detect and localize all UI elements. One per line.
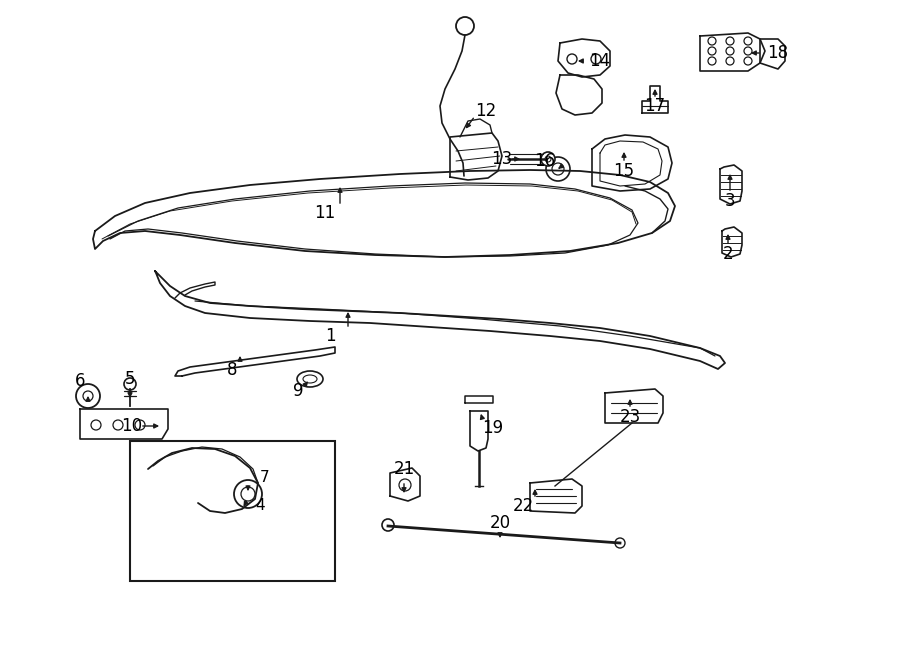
Text: 15: 15 [614, 162, 634, 180]
Text: 11: 11 [314, 204, 336, 222]
Text: 4: 4 [256, 498, 265, 512]
Text: 21: 21 [393, 460, 415, 478]
Text: 6: 6 [75, 372, 86, 390]
Circle shape [541, 152, 555, 166]
Text: 23: 23 [619, 408, 641, 426]
Text: 22: 22 [512, 497, 534, 515]
Text: 1: 1 [325, 327, 336, 345]
Text: 5: 5 [125, 370, 135, 388]
Text: 12: 12 [475, 102, 497, 120]
Text: 9: 9 [292, 382, 303, 400]
Text: 13: 13 [491, 150, 513, 168]
Text: 2: 2 [723, 245, 734, 263]
Text: 20: 20 [490, 514, 510, 532]
Text: 3: 3 [724, 192, 735, 210]
Text: 18: 18 [768, 44, 788, 62]
Text: 17: 17 [644, 97, 666, 115]
Circle shape [124, 378, 136, 390]
Text: 14: 14 [590, 52, 610, 70]
Text: 7: 7 [260, 469, 270, 485]
Bar [130, 441, 335, 581]
Text: 19: 19 [482, 419, 504, 437]
Text: 8: 8 [227, 361, 238, 379]
Text: 16: 16 [535, 152, 555, 170]
Text: 10: 10 [122, 417, 142, 435]
